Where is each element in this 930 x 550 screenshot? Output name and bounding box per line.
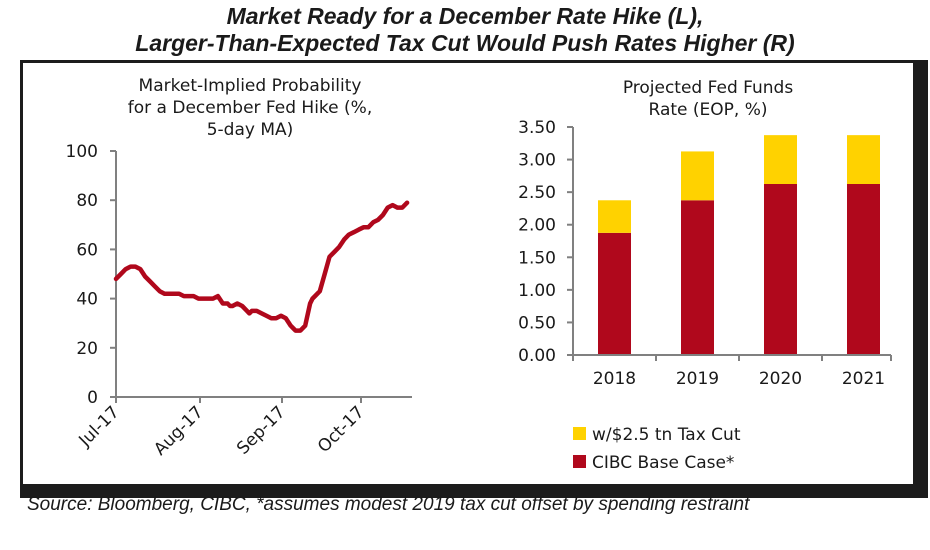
bar-chart: Projected Fed Funds Rate (EOP, %) 0.000.… <box>518 78 892 473</box>
legend-label-tax-cut: w/$2.5 tn Tax Cut <box>592 425 741 445</box>
x-tick-label: Jul-17 <box>75 402 124 451</box>
bar-chart-axes <box>567 127 891 356</box>
bar-tax-cut-2021 <box>847 135 880 184</box>
y-tick-label: 0.50 <box>518 313 556 333</box>
y-tick-label: 20 <box>76 339 98 359</box>
chart-title-line-1: Market Ready for a December Rate Hike (L… <box>226 3 704 29</box>
x-tick-label: 2019 <box>676 369 719 389</box>
chart-title-line-2: Larger-Than-Expected Tax Cut Would Push … <box>135 30 795 56</box>
line-chart-x-ticks: Jul-17 Aug-17 Sep-17 Oct-17 <box>75 397 369 460</box>
line-chart-title-2: for a December Fed Hike (%, <box>128 98 372 118</box>
line-chart-title-1: Market-Implied Probability <box>139 76 362 96</box>
y-tick-label: 40 <box>76 290 98 310</box>
y-tick-label: 2.50 <box>518 183 556 203</box>
probability-line <box>113 200 410 333</box>
bar-chart-legend: w/$2.5 tn Tax Cut CIBC Base Case* <box>573 425 741 473</box>
y-tick-label: 0 <box>87 388 98 408</box>
bar-base-case-2018 <box>598 232 631 355</box>
legend-swatch-tax-cut <box>573 427 586 440</box>
source-note: Source: Bloomberg, CIBC, *assumes modest… <box>27 494 750 515</box>
y-tick-label: 1.00 <box>518 281 556 301</box>
line-chart-title-3: 5-day MA) <box>207 120 294 140</box>
bar-chart-title-2: Rate (EOP, %) <box>649 100 768 120</box>
bar-base-case-2019 <box>681 200 714 355</box>
y-tick-label: 80 <box>76 191 98 211</box>
bar-tax-cut-2019 <box>681 151 714 201</box>
legend-label-base-case: CIBC Base Case* <box>592 453 734 473</box>
bar-tax-cut-2018 <box>598 200 631 233</box>
x-tick-label: Oct-17 <box>314 402 369 457</box>
line-chart-y-ticks: 0 20 40 60 80 100 <box>66 142 116 408</box>
y-tick-label: 60 <box>76 240 98 260</box>
bar-base-case-2020 <box>764 184 797 355</box>
line-chart-axes <box>110 151 412 398</box>
bar-chart-y-ticks: 0.00 0.50 1.00 1.50 2.00 2.50 3.00 3.50 <box>518 118 573 366</box>
bar-chart-bars <box>598 135 880 355</box>
bar-chart-x-ticks: 2018 2019 2020 2021 <box>572 355 892 389</box>
y-tick-label: 2.00 <box>518 216 556 236</box>
line-chart: Market-Implied Probability for a Decembe… <box>66 76 412 460</box>
bar-tax-cut-2020 <box>764 135 797 184</box>
y-tick-label: 3.00 <box>518 151 556 171</box>
y-tick-label: 1.50 <box>518 248 556 268</box>
y-tick-label: 3.50 <box>518 118 556 138</box>
x-tick-label: 2021 <box>842 369 885 389</box>
legend-swatch-base-case <box>573 455 586 468</box>
x-tick-label: 2018 <box>593 369 636 389</box>
y-tick-label: 100 <box>66 142 98 162</box>
x-tick-label: 2020 <box>759 369 802 389</box>
bar-base-case-2021 <box>847 184 880 355</box>
x-tick-label: Sep-17 <box>233 402 289 458</box>
y-tick-label: 0.00 <box>518 346 556 366</box>
bar-chart-title-1: Projected Fed Funds <box>623 78 794 98</box>
x-tick-label: Aug-17 <box>150 402 207 459</box>
